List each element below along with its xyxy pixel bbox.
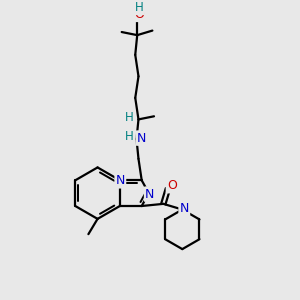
Text: N: N	[180, 202, 189, 215]
Text: H: H	[135, 1, 144, 14]
Text: O: O	[134, 8, 144, 21]
Text: N: N	[137, 132, 146, 145]
Text: O: O	[167, 179, 177, 192]
Text: H: H	[125, 111, 134, 124]
Text: N: N	[116, 174, 125, 187]
Text: H: H	[125, 130, 134, 142]
Text: N: N	[145, 188, 154, 201]
